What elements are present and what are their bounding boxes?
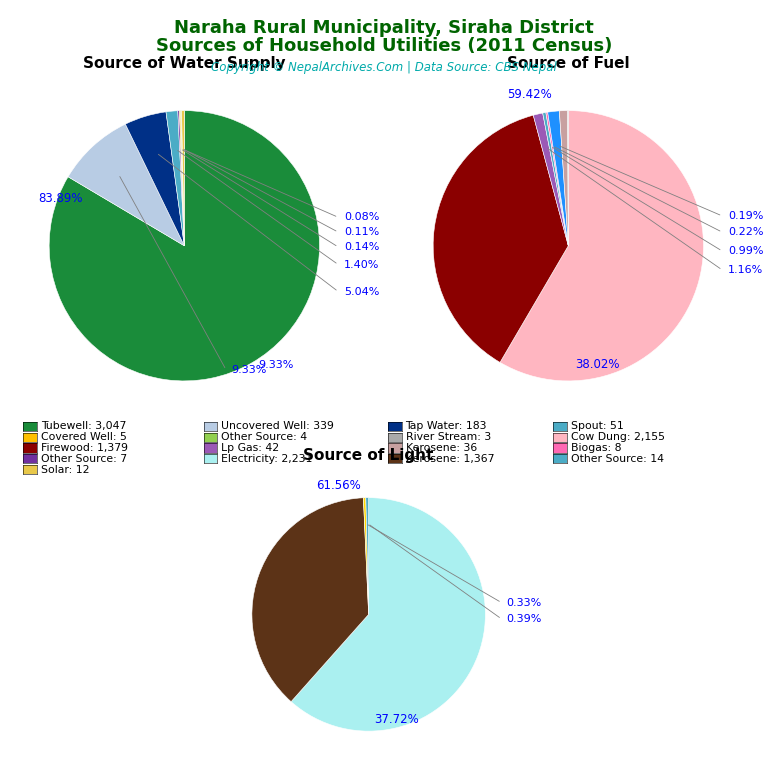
- Text: Other Source: 4: Other Source: 4: [221, 432, 307, 442]
- Text: Tubewell: 3,047: Tubewell: 3,047: [41, 421, 126, 432]
- Text: 0.99%: 0.99%: [728, 247, 763, 257]
- Title: Source of Water Supply: Source of Water Supply: [83, 57, 286, 71]
- Text: Cow Dung: 2,155: Cow Dung: 2,155: [571, 432, 664, 442]
- Text: Lp Gas: 42: Lp Gas: 42: [221, 443, 280, 453]
- Text: 1.40%: 1.40%: [344, 260, 379, 270]
- Text: 0.14%: 0.14%: [344, 242, 379, 252]
- Wedge shape: [68, 124, 184, 246]
- Text: 38.02%: 38.02%: [575, 358, 620, 371]
- Text: Kerosene: 36: Kerosene: 36: [406, 443, 477, 453]
- Wedge shape: [559, 111, 568, 246]
- Text: Electricity: 2,231: Electricity: 2,231: [221, 454, 313, 464]
- Wedge shape: [180, 111, 184, 246]
- Wedge shape: [166, 111, 184, 246]
- Wedge shape: [49, 111, 319, 381]
- Wedge shape: [548, 111, 568, 246]
- Text: 5.04%: 5.04%: [344, 286, 379, 296]
- Text: 9.33%: 9.33%: [232, 365, 267, 375]
- Text: Other Source: 14: Other Source: 14: [571, 454, 664, 464]
- Text: 0.39%: 0.39%: [506, 614, 541, 624]
- Text: Tap Water: 183: Tap Water: 183: [406, 421, 487, 432]
- Wedge shape: [533, 113, 568, 246]
- Text: 59.42%: 59.42%: [508, 88, 552, 101]
- Text: 1.16%: 1.16%: [728, 265, 763, 275]
- Text: 9.33%: 9.33%: [259, 359, 294, 369]
- Text: Covered Well: 5: Covered Well: 5: [41, 432, 127, 442]
- Title: Source of Fuel: Source of Fuel: [507, 57, 630, 71]
- Wedge shape: [433, 115, 568, 362]
- Wedge shape: [178, 111, 184, 246]
- Title: Source of Light: Source of Light: [303, 449, 434, 463]
- Text: 0.33%: 0.33%: [506, 598, 541, 607]
- Text: 37.72%: 37.72%: [375, 713, 419, 726]
- Text: 0.11%: 0.11%: [344, 227, 379, 237]
- Text: 0.22%: 0.22%: [728, 227, 763, 237]
- Wedge shape: [500, 111, 703, 381]
- Wedge shape: [291, 498, 485, 731]
- Wedge shape: [543, 112, 568, 246]
- Text: Other Source: 7: Other Source: 7: [41, 454, 127, 464]
- Wedge shape: [546, 112, 568, 246]
- Text: Naraha Rural Municipality, Siraha District: Naraha Rural Municipality, Siraha Distri…: [174, 19, 594, 37]
- Text: Firewood: 1,379: Firewood: 1,379: [41, 443, 127, 453]
- Wedge shape: [252, 498, 369, 702]
- Wedge shape: [363, 498, 369, 614]
- Text: Biogas: 8: Biogas: 8: [571, 443, 621, 453]
- Text: Copyright © NepalArchives.Com | Data Source: CBS Nepal: Copyright © NepalArchives.Com | Data Sou…: [211, 61, 557, 74]
- Text: 61.56%: 61.56%: [316, 479, 361, 492]
- Text: 0.08%: 0.08%: [344, 213, 379, 223]
- Text: Sources of Household Utilities (2011 Census): Sources of Household Utilities (2011 Cen…: [156, 37, 612, 55]
- Text: Solar: 12: Solar: 12: [41, 465, 89, 475]
- Wedge shape: [181, 111, 184, 246]
- Text: 0.19%: 0.19%: [728, 211, 763, 221]
- Text: Spout: 51: Spout: 51: [571, 421, 624, 432]
- Wedge shape: [180, 111, 184, 246]
- Text: 83.89%: 83.89%: [38, 192, 83, 205]
- Wedge shape: [125, 112, 184, 246]
- Wedge shape: [366, 498, 369, 614]
- Text: Uncovered Well: 339: Uncovered Well: 339: [221, 421, 334, 432]
- Text: Kerosene: 1,367: Kerosene: 1,367: [406, 454, 494, 464]
- Text: River Stream: 3: River Stream: 3: [406, 432, 491, 442]
